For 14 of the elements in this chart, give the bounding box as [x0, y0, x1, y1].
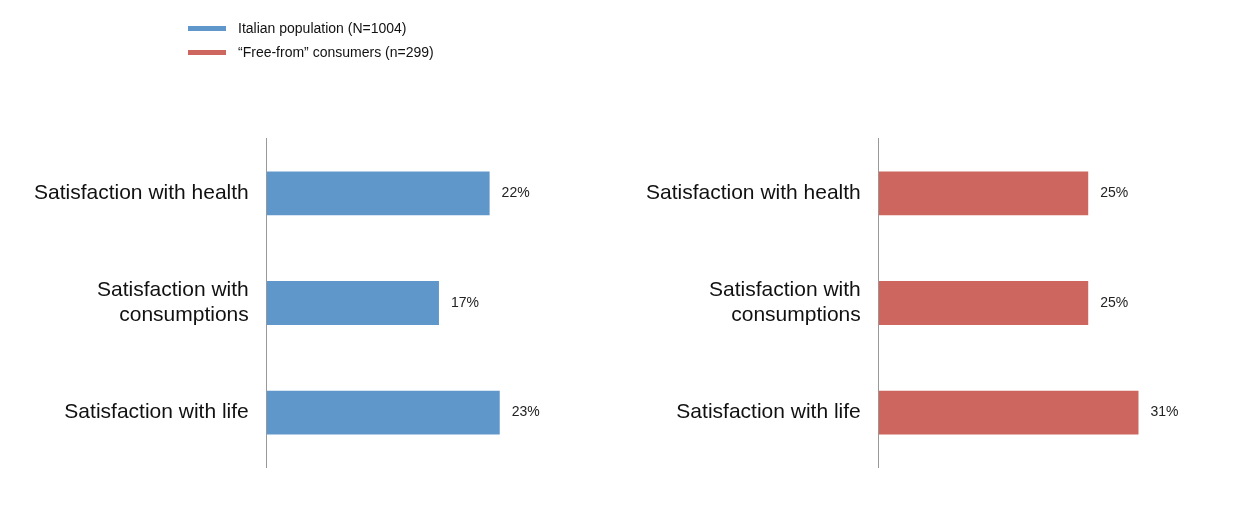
data-label: 22% [501, 184, 530, 201]
y-tick-label: Satisfaction with consumptions [709, 277, 861, 326]
legend-label: Italian population (N=1004) [238, 20, 407, 36]
data-label: 25% [1100, 184, 1129, 201]
data-label: 23% [511, 403, 540, 420]
y-tick-label: Satisfaction with health [33, 180, 249, 204]
y-tick-label: Satisfaction with health [645, 180, 861, 204]
legend-label: “Free-from” consumers (n=299) [238, 44, 434, 60]
y-tick-label: Satisfaction with consumptions [97, 277, 249, 326]
data-label: 31% [1150, 403, 1179, 420]
y-tick-label: Satisfaction with life [676, 399, 861, 423]
y-tick-label: Satisfaction with life [64, 399, 249, 423]
data-label: 25% [1100, 293, 1129, 310]
data-label: 17% [450, 293, 479, 310]
